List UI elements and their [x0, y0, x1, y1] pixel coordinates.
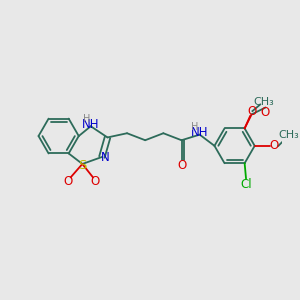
Text: S: S: [78, 159, 87, 172]
Text: NH: NH: [82, 118, 100, 131]
Text: O: O: [91, 175, 100, 188]
Text: O: O: [270, 139, 279, 152]
Text: O: O: [177, 159, 186, 172]
Text: CH₃: CH₃: [278, 130, 299, 140]
Text: N: N: [101, 151, 110, 164]
Text: NH: NH: [191, 126, 209, 139]
Text: H: H: [191, 122, 198, 132]
Text: O: O: [260, 106, 270, 119]
Text: H: H: [83, 114, 90, 124]
Text: Cl: Cl: [240, 178, 252, 191]
Text: O: O: [64, 175, 73, 188]
Text: CH₃: CH₃: [254, 97, 274, 107]
Text: O: O: [248, 105, 257, 118]
